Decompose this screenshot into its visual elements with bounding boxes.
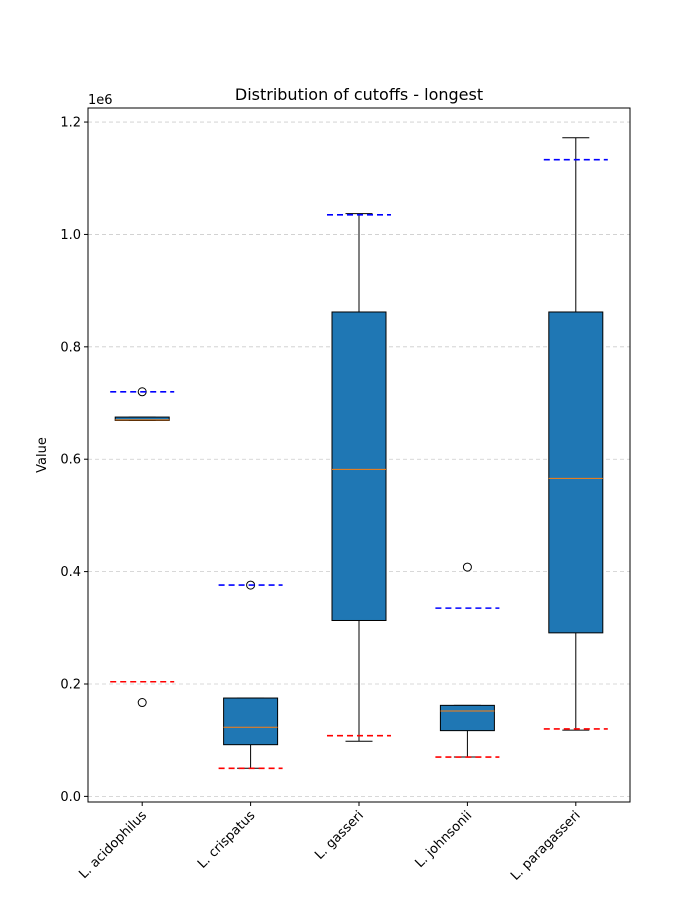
outlier-point bbox=[137, 698, 147, 708]
boxes-layer bbox=[114, 137, 604, 769]
box-group bbox=[548, 137, 604, 731]
y-tick-label: 0.0 bbox=[60, 790, 81, 805]
chart-title: Distribution of cutoffs - longest bbox=[235, 85, 483, 104]
cutoff-lines-layer bbox=[110, 158, 608, 770]
outlier-point bbox=[462, 562, 472, 572]
box bbox=[114, 416, 170, 421]
y-tick-label: 0.8 bbox=[60, 340, 81, 355]
box bbox=[331, 311, 387, 621]
x-tick-label: L. crispatus bbox=[195, 808, 259, 872]
box-group bbox=[439, 562, 495, 758]
y-tick-label: 0.4 bbox=[60, 565, 81, 580]
y-tick-label: 0.2 bbox=[60, 677, 81, 692]
box-group bbox=[331, 213, 387, 742]
box bbox=[439, 704, 495, 732]
box bbox=[223, 697, 279, 746]
y-tick-label: 1.2 bbox=[60, 116, 81, 131]
x-tick-label: L. johnsonii bbox=[412, 808, 475, 871]
box bbox=[548, 311, 604, 634]
grid-lines bbox=[88, 121, 630, 797]
y-axis-offset-label: 1e6 bbox=[88, 93, 113, 108]
x-tick-label: L. acidophilus bbox=[76, 808, 150, 882]
x-tick-label: L. gasseri bbox=[312, 808, 367, 863]
box-group bbox=[114, 387, 170, 708]
x-tick-label: L. paragasseri bbox=[508, 808, 583, 883]
box-group bbox=[223, 580, 279, 769]
y-tick-label: 1.0 bbox=[60, 228, 81, 243]
y-tick-label: 0.6 bbox=[60, 453, 81, 468]
y-axis-label: Value bbox=[35, 437, 50, 473]
